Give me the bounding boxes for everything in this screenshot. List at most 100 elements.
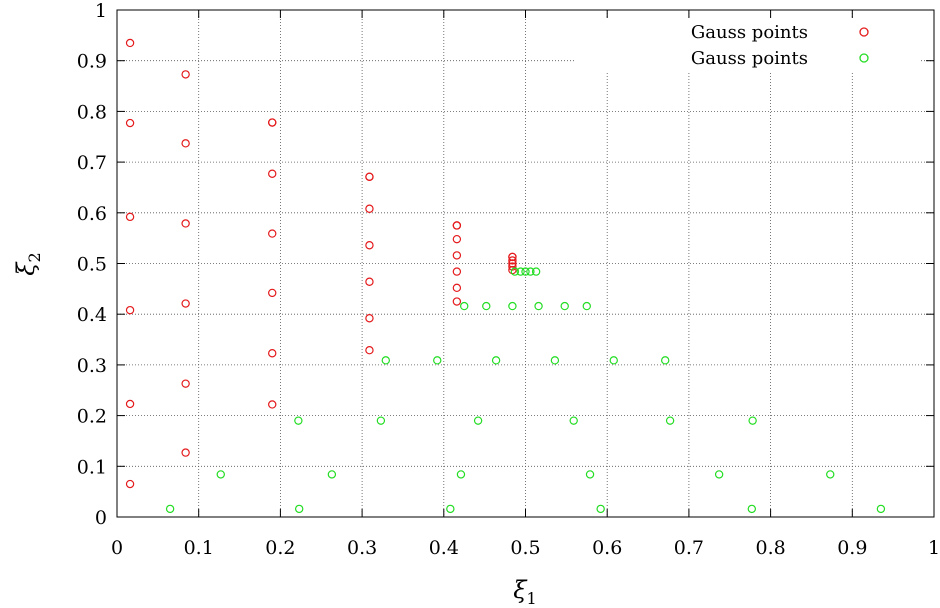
x-tick-label: 1 (928, 537, 940, 559)
y-axis-label: ξ2 (12, 252, 44, 275)
data-point-series-1 (508, 262, 517, 271)
grid-lines (117, 10, 934, 517)
data-point-series-1 (181, 219, 190, 228)
data-point-series-2 (665, 416, 675, 425)
legend-marker-series-2 (859, 53, 869, 63)
data-point-series-1 (125, 399, 135, 409)
data-point-series-2 (596, 504, 605, 514)
data-point-series-2 (516, 267, 525, 276)
data-point-series-2 (526, 267, 535, 276)
data-point-series-1 (452, 267, 462, 276)
data-point-series-1 (125, 479, 135, 489)
y-tick-label: 1 (95, 0, 107, 22)
x-axis-label-subscript: 1 (527, 589, 537, 608)
data-point-series-2 (585, 470, 595, 479)
data-point-series-1 (181, 70, 190, 79)
data-point-series-1 (452, 297, 462, 306)
y-axis-label-subscript: 2 (25, 252, 44, 262)
data-point-series-1 (181, 299, 190, 308)
data-point-series-1 (365, 204, 374, 213)
axis-ticks: 0 0.1 0.2 0.3 0.4 0.5 0.6 0.7 0.8 0.9 1 0 0.1 0.2 0.3 0… (77, 0, 940, 559)
x-tick-label: 0.8 (755, 537, 785, 559)
data-point-series-1 (125, 118, 135, 128)
data-point-series-1 (125, 38, 135, 48)
data-point-series-1 (181, 448, 190, 457)
data-point-series-1 (268, 400, 277, 409)
y-tick-label: 0.1 (77, 456, 107, 478)
x-tick-label: 0.3 (347, 537, 377, 559)
x-tick-label: 0.4 (429, 537, 459, 559)
x-tick-label: 0.1 (184, 537, 214, 559)
data-point-series-1 (268, 349, 277, 358)
data-point-series-1 (452, 251, 462, 260)
data-point-series-2 (569, 416, 578, 425)
data-point-series-1 (181, 379, 190, 388)
x-tick-label: 0.6 (592, 537, 622, 559)
data-point-series-2 (876, 504, 886, 514)
data-point-series-2 (531, 267, 541, 276)
legend-background (574, 18, 920, 72)
x-tick-label: 0.9 (837, 537, 867, 559)
legend-marker-series-1 (859, 27, 869, 37)
data-point-series-2 (376, 416, 386, 425)
data-point-series-1 (268, 229, 277, 238)
x-tick-label: 0.7 (674, 537, 704, 559)
data-point-series-1 (365, 277, 374, 286)
data-point-series-2 (521, 267, 530, 276)
data-point-series-1 (452, 234, 462, 244)
data-point-series-1 (268, 118, 277, 127)
data-point-series-2 (473, 416, 483, 425)
legend: Gauss points Gauss points (574, 18, 920, 72)
x-axis-label: ξ1 (513, 576, 536, 608)
x-tick-label: 0 (111, 537, 123, 559)
data-point-series-1 (508, 252, 517, 262)
data-point-series-2 (446, 504, 455, 514)
y-tick-label: 0.7 (77, 152, 107, 174)
y-tick-label: 0.8 (77, 101, 107, 123)
y-tick-label: 0.6 (77, 203, 107, 225)
data-point-series-1 (452, 221, 462, 230)
data-point-series-2 (748, 416, 757, 425)
data-point-series-1 (452, 283, 462, 293)
data-point-series-1 (508, 256, 517, 265)
data-point-series-1 (365, 241, 374, 250)
data-point-series-2 (433, 356, 442, 365)
data-point-series-1 (508, 259, 517, 268)
data-point-series-2 (510, 267, 520, 276)
data-point-series-1 (125, 305, 135, 315)
y-tick-label: 0.5 (77, 254, 107, 276)
data-point-series-2 (661, 356, 670, 365)
data-points (125, 38, 886, 514)
data-point-series-2 (582, 301, 591, 311)
data-point-series-1 (268, 288, 277, 298)
y-tick-label: 0.3 (77, 355, 107, 377)
data-point-series-1 (181, 139, 190, 148)
data-point-series-2 (165, 504, 175, 514)
x-tick-label: 0.5 (510, 537, 540, 559)
y-tick-label: 0.2 (77, 406, 107, 428)
data-point-series-2 (491, 356, 501, 365)
data-point-series-2 (482, 301, 491, 311)
data-point-series-2 (216, 470, 225, 479)
data-point-series-2 (534, 301, 543, 311)
data-point-series-2 (550, 356, 560, 365)
data-point-series-2 (714, 470, 724, 479)
data-point-series-1 (365, 314, 374, 323)
data-point-series-1 (125, 212, 135, 222)
y-tick-label: 0.4 (77, 304, 107, 326)
legend-label-series-2: Gauss points (691, 48, 808, 69)
data-point-series-1 (365, 172, 374, 181)
data-point-series-2 (327, 470, 337, 479)
data-point-series-2 (560, 301, 569, 311)
data-point-series-2 (747, 504, 757, 514)
data-point-series-2 (294, 504, 304, 514)
data-point-series-2 (609, 356, 618, 365)
data-point-series-1 (268, 169, 277, 178)
data-point-series-2 (826, 470, 835, 479)
y-tick-label: 0 (95, 507, 107, 529)
data-point-series-2 (456, 470, 466, 479)
data-point-series-1 (365, 346, 374, 355)
data-point-series-2 (508, 301, 517, 311)
data-point-series-2 (460, 301, 469, 311)
